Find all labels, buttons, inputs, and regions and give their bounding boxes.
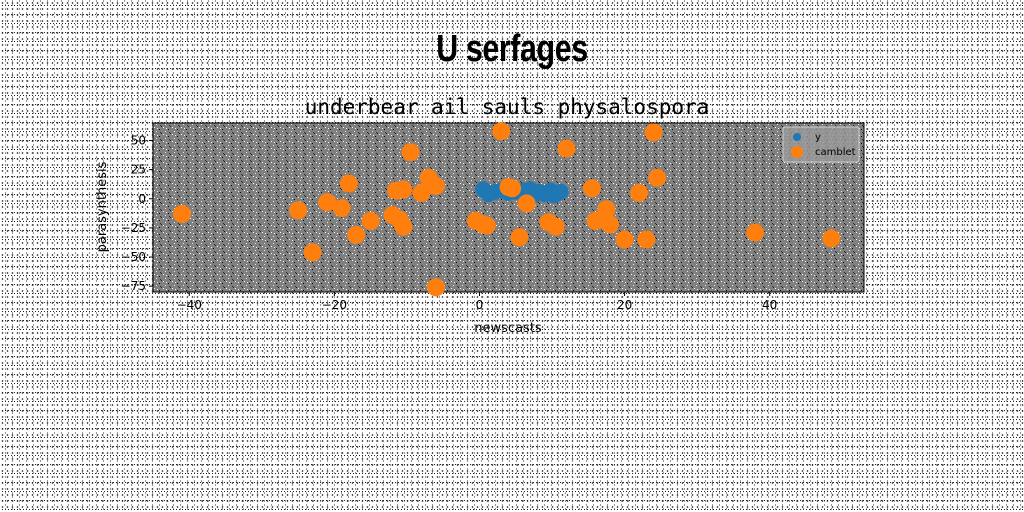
page-title: U serfages — [436, 28, 588, 70]
chart-title: underbear ail sauls physalospora — [305, 95, 710, 119]
legend-label-y: y — [815, 132, 821, 143]
point-camblet — [597, 200, 616, 219]
legend-marker-y — [793, 133, 801, 141]
x-tick-label: −20 — [322, 298, 347, 312]
x-tick-label: 20 — [617, 298, 632, 312]
point-camblet — [394, 217, 413, 236]
point-camblet — [746, 223, 765, 242]
point-camblet — [173, 204, 192, 223]
y-tick-label: 25 — [131, 163, 146, 177]
point-camblet — [637, 230, 656, 249]
y-axis-label: parasynthesis — [95, 161, 110, 252]
x-tick-label: 40 — [762, 298, 777, 312]
point-camblet — [582, 179, 601, 198]
point-camblet — [361, 211, 380, 230]
point-camblet — [289, 201, 308, 220]
x-axis-label: newscasts — [474, 321, 542, 336]
point-camblet — [601, 215, 620, 234]
point-camblet — [822, 229, 841, 248]
y-tick-label: −25 — [121, 221, 146, 235]
point-camblet — [347, 225, 366, 244]
point-camblet — [510, 228, 529, 247]
point-camblet — [303, 243, 322, 262]
point-camblet — [630, 183, 649, 202]
point-camblet — [477, 216, 496, 235]
point-camblet — [644, 123, 663, 142]
y-tick-label: 0 — [138, 192, 146, 206]
point-camblet — [318, 193, 337, 212]
point-camblet — [517, 194, 536, 213]
y-tick-label: −75 — [121, 279, 146, 293]
legend-marker-camblet — [791, 146, 803, 158]
legend-label-camblet: camblet — [815, 147, 856, 158]
point-camblet — [394, 180, 413, 199]
plot-area — [152, 122, 865, 293]
point-camblet — [339, 174, 358, 193]
legend: y camblet — [782, 126, 860, 163]
point-camblet — [492, 122, 511, 141]
point-camblet — [401, 143, 420, 162]
point-camblet — [426, 278, 445, 297]
point-camblet — [648, 168, 667, 187]
point-camblet — [615, 230, 634, 249]
point-camblet — [546, 217, 565, 236]
point-camblet — [332, 199, 351, 218]
point-y — [552, 183, 569, 200]
point-camblet — [557, 139, 576, 158]
point-camblet — [426, 176, 445, 195]
point-camblet — [503, 179, 522, 198]
y-tick-label: 50 — [131, 133, 146, 147]
y-tick-label: −50 — [121, 250, 146, 264]
x-tick-label: −40 — [177, 298, 202, 312]
x-tick-label: 0 — [476, 298, 484, 312]
